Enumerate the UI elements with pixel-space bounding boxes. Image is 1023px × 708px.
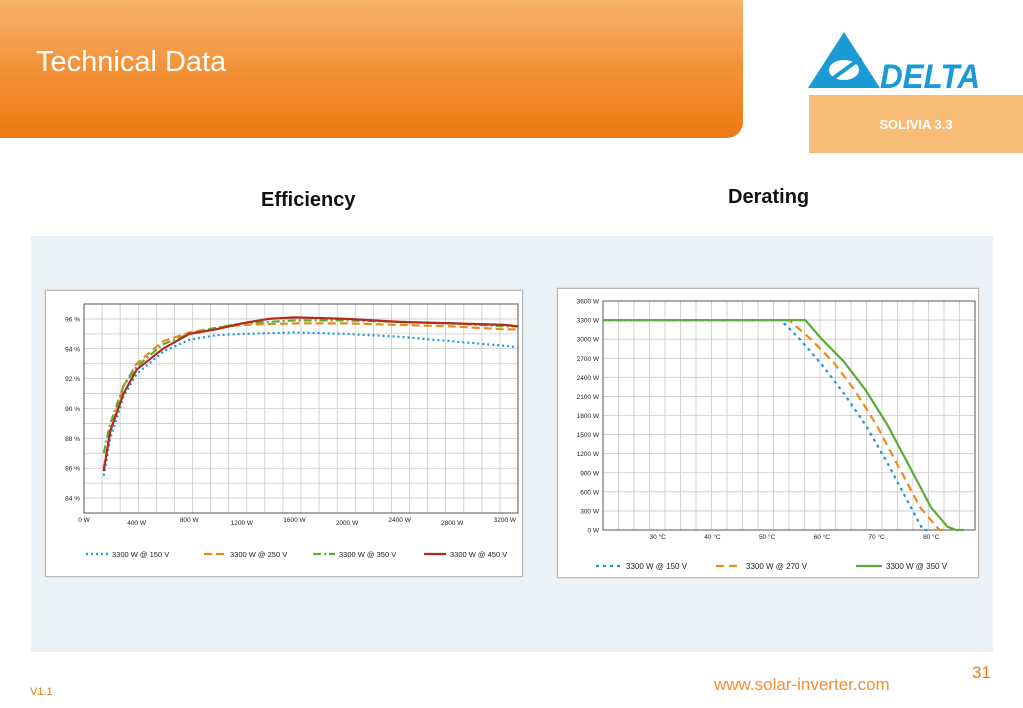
y-tick-label: 600 W	[580, 489, 600, 496]
series-line-1	[102, 331, 519, 476]
y-tick-label: 2400 W	[577, 375, 600, 382]
legend-label: 3300 W @ 150 V	[626, 562, 688, 571]
x-tick-label: 3200 W	[494, 517, 517, 524]
x-tick-label: 0 W	[78, 517, 90, 524]
y-tick-label: 84 %	[65, 496, 80, 503]
x-tick-label: 2800 W	[441, 520, 464, 527]
y-tick-label: 3600 W	[577, 299, 600, 306]
y-tick-label: 96 %	[65, 316, 80, 323]
plot-area-border	[83, 303, 519, 514]
y-tick-label: 1500 W	[577, 432, 600, 439]
derating-heading: Derating	[728, 186, 810, 208]
y-tick-label: 300 W	[580, 508, 600, 515]
series-line-3	[603, 319, 965, 532]
y-tick-label: 88 %	[65, 436, 80, 443]
version-label: V1.1	[30, 686, 53, 698]
x-tick-label: 2400 W	[388, 517, 411, 524]
delta-logo: DELTA	[808, 32, 980, 92]
legend-label: 3300 W @ 450 V	[450, 550, 507, 559]
website-link[interactable]: www.solar-inverter.com	[714, 675, 890, 694]
legend-label: 3300 W @ 270 V	[746, 562, 808, 571]
x-tick-label: 30 °C	[650, 533, 667, 541]
efficiency-chart-frame: 84 % 86 % 88 % 90 % 92 % 94 % 96 % 0 W 400 W 800 …	[45, 290, 523, 577]
x-tick-label: 400 W	[127, 520, 147, 527]
y-tick-label: 92 %	[65, 376, 80, 383]
y-tick-label: 2100 W	[577, 394, 600, 401]
derating-chart: 0 W 300 W 600 W 900 W 1200 W 1500 W 1800 W 2100…	[577, 299, 976, 571]
y-tick-label: 86 %	[65, 466, 80, 473]
plot-area-border	[602, 300, 976, 531]
x-tick-label: 60 °C	[814, 533, 831, 541]
legend-label: 3300 W @ 350 V	[886, 562, 948, 571]
y-tick-label: 3300 W	[577, 318, 600, 325]
y-tick-label: 900 W	[580, 470, 600, 477]
series-line-1	[603, 319, 929, 532]
x-tick-label: 2000 W	[336, 520, 359, 527]
x-tick-label: 800 W	[180, 517, 200, 524]
legend-label: 3300 W @ 350 V	[339, 550, 396, 559]
x-tick-label: 50 °C	[759, 533, 776, 541]
page-title: Technical Data	[36, 46, 227, 78]
product-name: SOLIVIA 3.3	[879, 116, 953, 132]
y-tick-label: 1800 W	[577, 413, 600, 420]
series-line-2	[102, 322, 518, 469]
y-tick-label: 94 %	[65, 346, 80, 353]
y-tick-label: 90 %	[65, 406, 80, 413]
product-badge: SOLIVIA 3.3	[809, 95, 1023, 153]
efficiency-heading: Efficiency	[261, 189, 356, 211]
x-tick-label: 1600 W	[283, 517, 306, 524]
series-line-4	[102, 316, 519, 472]
x-tick-label: 70 °C	[868, 533, 885, 541]
y-tick-label: 1200 W	[577, 451, 600, 458]
legend-label: 3300 W @ 150 V	[112, 550, 169, 559]
x-tick-label: 1200 W	[231, 520, 254, 527]
delta-logo-text: DELTA	[880, 58, 980, 92]
derating-chart-frame: 0 W 300 W 600 W 900 W 1200 W 1500 W 1800 W 2100…	[557, 288, 979, 578]
x-tick-label: 80 °C	[923, 533, 940, 541]
y-tick-label: 3000 W	[577, 337, 600, 344]
page-number: 31	[972, 663, 991, 682]
header-band	[0, 0, 743, 138]
efficiency-chart: 84 % 86 % 88 % 90 % 92 % 94 % 96 % 0 W 400 W 800 …	[65, 303, 519, 559]
series-line-2	[603, 319, 945, 532]
y-tick-label: 0 W	[587, 528, 599, 535]
x-tick-label: 40 °C	[704, 533, 721, 541]
y-tick-label: 2700 W	[577, 356, 600, 363]
legend-label: 3300 W @ 250 V	[230, 550, 287, 559]
